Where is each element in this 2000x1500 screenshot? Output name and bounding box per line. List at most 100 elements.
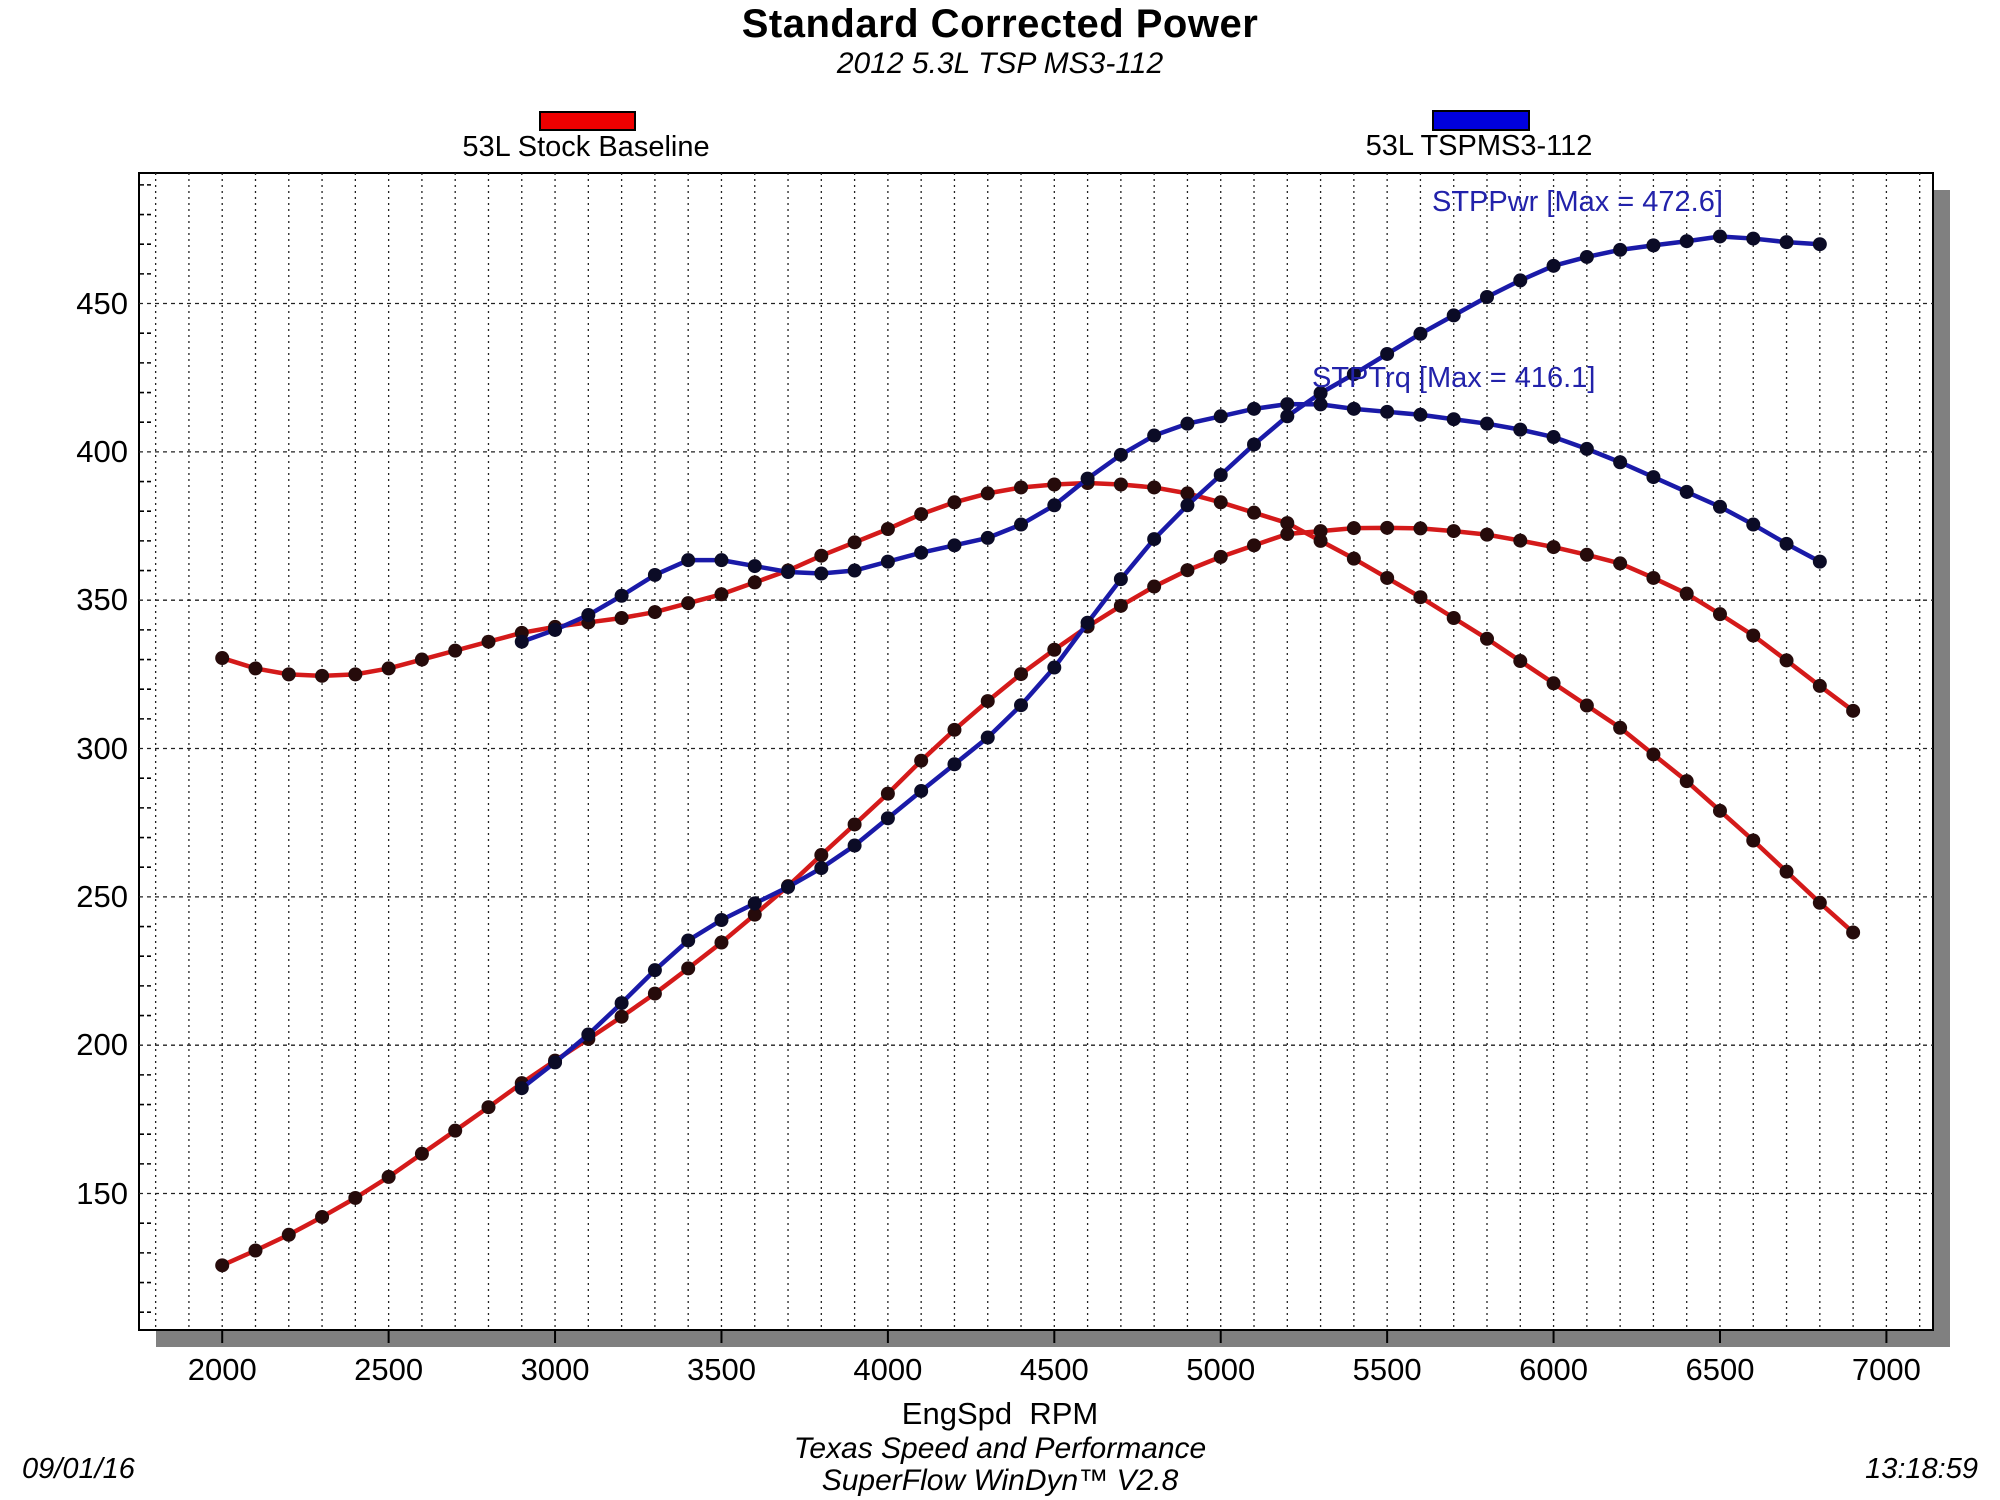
- data-point: [847, 817, 862, 832]
- data-point: [1380, 520, 1395, 535]
- data-point: [1380, 346, 1395, 361]
- data-point: [1579, 698, 1594, 713]
- data-point: [614, 996, 629, 1011]
- data-point: [514, 1081, 529, 1096]
- data-point: [1746, 833, 1761, 848]
- x-tick-label: 5000: [1186, 1352, 1256, 1387]
- data-point: [1313, 397, 1328, 412]
- data-point: [1812, 554, 1827, 569]
- annotation-stptrq-max: STPTrq [Max = 416.1]: [1312, 362, 1596, 394]
- data-point: [1846, 703, 1861, 718]
- data-point: [847, 838, 862, 853]
- data-point: [581, 608, 596, 623]
- data-point: [681, 553, 696, 568]
- series-stppwr-53l-stock-baseline: [215, 520, 1861, 1273]
- data-point: [1113, 572, 1128, 587]
- data-point: [1280, 516, 1295, 531]
- data-point: [1014, 517, 1029, 532]
- data-point: [381, 1169, 396, 1184]
- data-point: [1712, 607, 1727, 622]
- x-tick-label: 2500: [354, 1352, 424, 1387]
- data-point: [481, 634, 496, 649]
- data-point: [1380, 404, 1395, 419]
- data-point: [1812, 237, 1827, 252]
- data-point: [1613, 556, 1628, 571]
- data-point: [248, 661, 263, 676]
- data-point: [681, 596, 696, 611]
- data-point: [1180, 416, 1195, 431]
- data-point: [1213, 468, 1228, 483]
- data-point: [248, 1243, 263, 1258]
- data-point: [1812, 678, 1827, 693]
- data-point: [914, 753, 929, 768]
- data-point: [1846, 925, 1861, 940]
- data-point: [647, 567, 662, 582]
- data-point: [1746, 628, 1761, 643]
- data-point: [1712, 229, 1727, 244]
- data-point: [1579, 547, 1594, 562]
- data-point: [980, 486, 995, 501]
- x-tick-label: 3000: [520, 1352, 590, 1387]
- legend-label-tspms3-112: 53L TSPMS3-112: [1365, 130, 1593, 162]
- data-point: [1479, 290, 1494, 305]
- data-point: [747, 896, 762, 911]
- x-tick-label: 6500: [1685, 1352, 1755, 1387]
- data-point: [714, 553, 729, 568]
- data-point: [614, 1009, 629, 1024]
- data-point: [980, 730, 995, 745]
- data-point: [1014, 480, 1029, 495]
- x-tick-label: 4000: [853, 1352, 923, 1387]
- data-point: [1346, 551, 1361, 566]
- axis-shadow-bottom: [156, 1330, 1950, 1347]
- data-point: [1213, 409, 1228, 424]
- data-point: [914, 545, 929, 560]
- data-point: [1546, 430, 1561, 445]
- data-point: [1247, 437, 1262, 452]
- data-point: [1047, 660, 1062, 675]
- data-point: [1380, 570, 1395, 585]
- data-point: [647, 986, 662, 1001]
- data-point: [1180, 498, 1195, 513]
- data-point: [1180, 486, 1195, 501]
- y-minor-ticks: [140, 184, 153, 1313]
- data-point: [1646, 747, 1661, 762]
- data-point: [1247, 538, 1262, 553]
- data-point: [548, 622, 563, 637]
- data-point: [1613, 242, 1628, 257]
- page-title: Standard Corrected Power: [741, 2, 1259, 46]
- data-point: [1546, 676, 1561, 691]
- data-point: [614, 611, 629, 625]
- data-point: [1779, 235, 1794, 250]
- legend-swatch-tspms3-112: [1432, 110, 1530, 131]
- data-point: [1646, 470, 1661, 485]
- y-tick-label: 300: [76, 730, 128, 766]
- y-tick-label: 150: [76, 1175, 128, 1211]
- data-point: [315, 1209, 330, 1224]
- data-point: [1147, 480, 1162, 495]
- data-point: [714, 935, 729, 950]
- data-point: [880, 522, 895, 536]
- x-axis-title: EngSpd RPM: [901, 1396, 1099, 1431]
- series-stppwr-53l-tspms3-112: [514, 229, 1827, 1096]
- data-point: [1546, 258, 1561, 273]
- footer-shop-name: Texas Speed and Performance: [793, 1432, 1207, 1465]
- data-point: [847, 535, 862, 550]
- data-point: [1346, 367, 1361, 382]
- report-date: 09/01/16: [22, 1453, 135, 1485]
- grid-horizontal: [139, 302, 1933, 1195]
- data-point: [781, 565, 796, 580]
- data-point: [1646, 238, 1661, 253]
- data-point: [1712, 803, 1727, 818]
- data-point: [1446, 611, 1461, 625]
- data-point: [1413, 326, 1428, 341]
- y-tick-label: 250: [76, 878, 128, 914]
- data-point: [947, 538, 962, 553]
- data-point: [1513, 422, 1528, 437]
- data-point: [1247, 401, 1262, 416]
- data-point: [1346, 401, 1361, 416]
- data-point: [1313, 386, 1328, 401]
- footer-software-version: SuperFlow WinDyn™ V2.8: [821, 1464, 1179, 1497]
- data-point: [1346, 521, 1361, 536]
- data-point: [448, 643, 463, 658]
